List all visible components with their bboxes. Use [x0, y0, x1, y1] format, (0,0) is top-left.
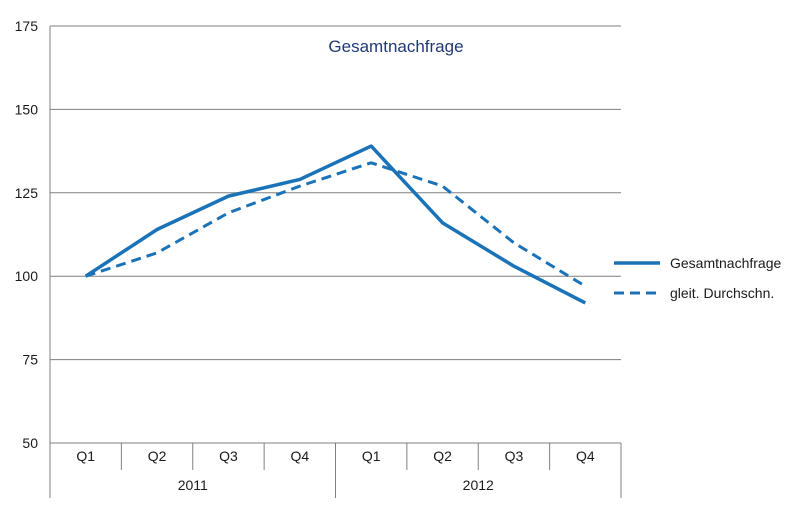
y-tick-label: 100	[15, 268, 39, 284]
series-line	[85, 161, 587, 288]
x-tick-label: Q1	[362, 448, 381, 464]
x-group-label: 2012	[463, 477, 494, 493]
x-tick-label: Q1	[76, 448, 95, 464]
x-group-label: 2011	[178, 477, 208, 493]
chart-title: Gesamtnachfrage	[328, 37, 463, 56]
gridlines	[50, 25, 621, 444]
y-tick-label: 175	[15, 18, 39, 34]
y-axis-ticks: 50 75 100 125 150 175	[15, 18, 39, 451]
x-tick-label: Q4	[576, 448, 595, 464]
y-tick-label: 150	[15, 101, 39, 117]
series-line	[84, 144, 587, 305]
series-lines	[84, 144, 587, 305]
legend-label: Gesamtnachfrage	[670, 255, 781, 271]
x-tick-label: Q3	[505, 448, 524, 464]
x-tick-label: Q2	[433, 448, 452, 464]
x-tick-label: Q3	[219, 448, 238, 464]
x-axis: Q1 Q2 Q3 Q4 Q1 Q2 Q3 Q4 2011 2012	[49, 26, 622, 498]
x-tick-label: Q4	[290, 448, 309, 464]
x-tick-label: Q2	[148, 448, 167, 464]
legend-label: gleit. Durchschn.	[670, 285, 774, 301]
y-tick-label: 75	[22, 352, 38, 368]
legend: Gesamtnachfrage gleit. Durchschn.	[614, 255, 781, 301]
y-tick-label: 125	[15, 185, 39, 201]
y-tick-label: 50	[22, 435, 38, 451]
